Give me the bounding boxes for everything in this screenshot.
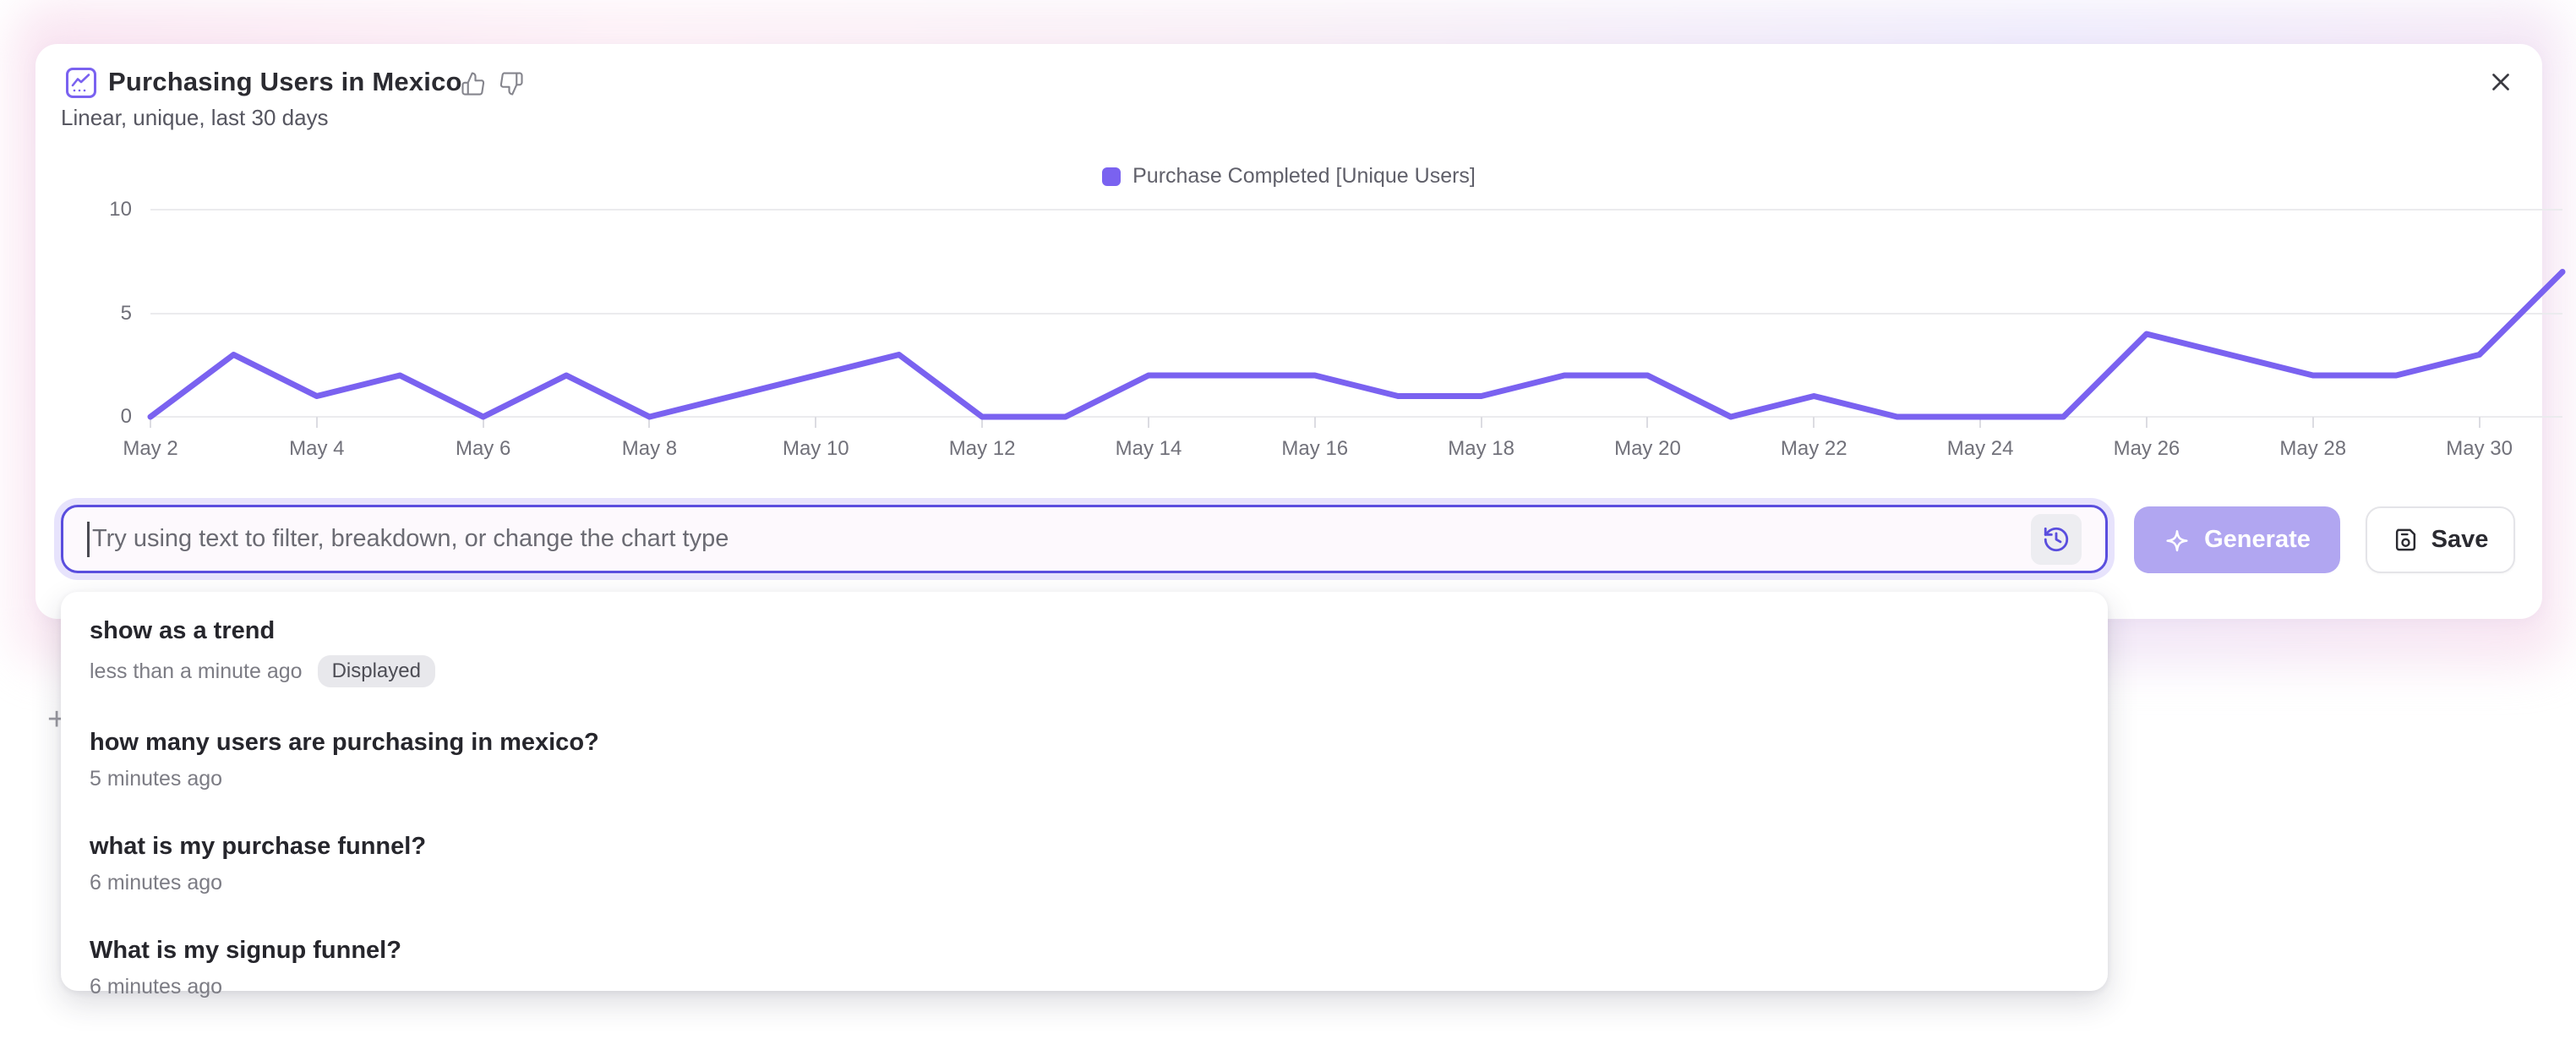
history-button[interactable] [2031,514,2082,565]
history-clock-icon [2044,527,2069,552]
gridline-y0 [150,416,2562,418]
x-axis-label: May 6 [455,437,511,460]
sparkle-icon [2166,529,2188,551]
line-chart: 0 5 10 May 2 May 4 May 6 May 8 May 10 May 12 May… [109,198,2566,463]
history-time: less than a minute ago [90,659,303,683]
x-axis-tick [1480,417,1482,428]
history-item[interactable]: what is my purchase funnel? 6 minutes ag… [61,833,2108,895]
history-query: What is my signup funnel? [90,937,401,964]
chart-series-line [147,269,2566,420]
x-axis-tick [815,417,817,428]
status-badge: Displayed [317,655,435,687]
prompt-history-dropdown: show as a trend less than a minute ago D… [61,592,2108,998]
history-item[interactable]: how many users are purchasing in mexico?… [61,729,2108,791]
chart-type-icon [66,68,96,98]
x-axis-label: May 12 [948,437,1016,460]
x-axis-tick [1979,417,1982,428]
x-axis-tick [2478,417,2480,428]
x-axis-tick [1147,417,1149,428]
ai-prompt-input[interactable] [63,507,2105,571]
history-query: show as a trend [90,617,276,644]
x-axis-tick [315,417,318,428]
save-button-label: Save [2431,526,2489,553]
legend-label: Purchase Completed [Unique Users] [1132,164,1476,188]
history-item[interactable]: show as a trend less than a minute ago D… [61,617,2108,687]
x-axis-label: May 16 [1281,437,1349,460]
x-axis-label: May 28 [2279,437,2347,460]
x-axis-label: May 26 [2113,437,2180,460]
save-icon [2395,528,2415,551]
generate-button-label: Generate [2204,526,2311,553]
x-axis-label: May 24 [1946,437,2014,460]
page-title: Purchasing Users in Mexico [108,67,462,96]
chart-subtitle: Linear, unique, last 30 days [61,105,329,130]
x-axis-label: May 14 [1115,437,1182,460]
x-axis-label: May 20 [1614,437,1681,460]
x-axis-tick [1813,417,1815,428]
history-time: 6 minutes ago [90,871,223,895]
x-axis-tick [1313,417,1316,428]
y-axis-label: 5 [120,301,132,325]
close-icon[interactable] [2486,68,2515,96]
x-axis-label: May 22 [1780,437,1847,460]
history-query: what is my purchase funnel? [90,833,427,860]
chart-card: Purchasing Users in Mexico Linear, uniqu… [35,44,2566,619]
x-axis-label: May 2 [123,437,178,460]
x-axis-tick [150,417,151,428]
x-axis-label: May 4 [289,437,345,460]
ai-prompt-field[interactable] [61,505,2108,573]
x-axis-tick [2145,417,2148,428]
legend-swatch [1102,167,1122,186]
thumbs-up-icon[interactable] [461,71,486,96]
chart-legend: Purchase Completed [Unique Users] [35,164,2542,189]
gridline-y10 [150,209,2562,211]
x-axis-tick [648,417,651,428]
y-axis-label: 10 [109,198,132,221]
save-button[interactable]: Save [2366,506,2515,573]
x-axis-label: May 10 [782,437,849,460]
thumbs-down-icon[interactable] [499,71,524,96]
x-axis-tick [2311,417,2314,428]
x-axis-label: May 8 [621,437,678,460]
gridline-y5 [150,312,2562,315]
x-axis-tick [482,417,484,428]
y-axis-label: 0 [120,405,132,428]
history-time: 6 minutes ago [90,975,223,998]
generate-button[interactable]: Generate [2134,506,2340,573]
history-item[interactable]: What is my signup funnel? 6 minutes ago [61,937,2108,999]
x-axis-tick [1646,417,1649,428]
history-time: 5 minutes ago [90,767,223,791]
x-axis-label: May 30 [2446,437,2513,460]
history-query: how many users are purchasing in mexico? [90,729,599,756]
x-axis-label: May 18 [1448,437,1514,460]
x-axis-tick [981,417,984,428]
text-caret [87,522,90,557]
